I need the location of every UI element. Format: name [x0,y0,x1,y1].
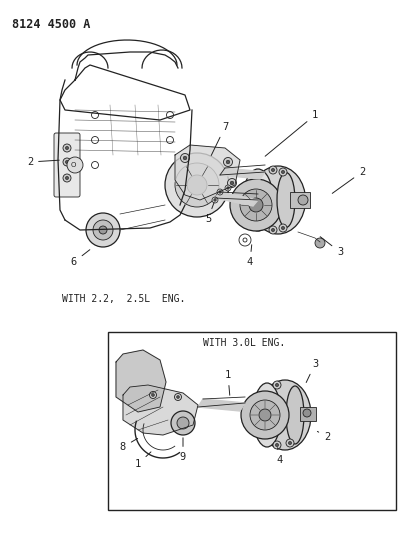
Circle shape [271,168,274,172]
Circle shape [213,199,216,201]
Circle shape [91,161,98,168]
Circle shape [302,409,310,417]
Polygon shape [123,385,198,435]
Circle shape [186,418,189,422]
Circle shape [281,227,284,230]
Circle shape [166,111,173,118]
Text: 1: 1 [224,370,231,395]
Ellipse shape [276,173,294,228]
Text: WITH 3.0L ENG.: WITH 3.0L ENG. [202,338,285,348]
Circle shape [229,179,281,231]
Circle shape [248,198,262,212]
Circle shape [63,144,71,152]
Text: 1: 1 [135,452,151,469]
Circle shape [63,174,71,182]
Circle shape [187,175,207,195]
Circle shape [268,226,276,234]
Circle shape [164,153,229,217]
Circle shape [91,136,98,143]
FancyBboxPatch shape [54,133,80,197]
Text: 5: 5 [204,203,213,224]
Text: O: O [70,162,76,168]
Circle shape [272,441,280,449]
Circle shape [288,441,291,445]
Polygon shape [220,168,264,179]
Text: 6: 6 [71,249,90,267]
Text: 8124 4500 A: 8124 4500 A [12,18,90,31]
Circle shape [243,238,246,242]
Circle shape [65,160,68,164]
Circle shape [226,187,229,189]
Circle shape [180,154,189,163]
Circle shape [67,157,83,173]
Circle shape [176,395,179,398]
Circle shape [275,383,278,386]
Text: 8: 8 [119,439,137,452]
Text: WITH 2.2,  2.5L  ENG.: WITH 2.2, 2.5L ENG. [62,294,185,304]
Circle shape [149,392,156,399]
Ellipse shape [258,380,310,450]
Circle shape [171,411,195,435]
Text: 3: 3 [306,359,317,383]
Text: 2: 2 [331,167,364,193]
Circle shape [99,226,107,234]
Text: 4: 4 [276,448,283,465]
Circle shape [297,195,307,205]
Circle shape [225,185,230,191]
Circle shape [211,197,218,203]
Ellipse shape [250,166,305,234]
Text: 3: 3 [319,237,342,257]
Circle shape [275,443,278,447]
Circle shape [226,160,229,164]
Ellipse shape [252,383,280,447]
Circle shape [239,189,271,221]
Circle shape [151,393,154,397]
Circle shape [65,147,68,150]
Bar [289,192,309,208]
Circle shape [65,176,68,180]
Text: 2: 2 [27,157,59,167]
Circle shape [166,136,173,143]
Polygon shape [214,192,257,206]
Circle shape [86,213,120,247]
Circle shape [63,158,71,166]
Circle shape [272,381,280,389]
Circle shape [278,224,286,232]
Circle shape [238,234,250,246]
Polygon shape [175,145,239,200]
Text: 1: 1 [265,110,317,156]
Circle shape [281,171,284,174]
Circle shape [278,168,286,176]
Polygon shape [116,350,166,412]
Circle shape [271,229,274,232]
Circle shape [183,156,187,160]
Circle shape [240,391,288,439]
Circle shape [285,439,293,447]
Bar [108,332,395,510]
Circle shape [314,238,324,248]
Circle shape [227,179,236,188]
Circle shape [249,400,279,430]
Circle shape [223,157,232,166]
Circle shape [184,416,191,424]
Circle shape [216,189,222,195]
Text: 4: 4 [246,245,252,267]
Bar [299,407,315,421]
Circle shape [177,417,189,429]
Circle shape [258,409,270,421]
Circle shape [91,111,98,118]
Circle shape [229,181,233,185]
Circle shape [175,163,218,207]
Text: 2: 2 [317,431,329,442]
Ellipse shape [243,169,272,231]
Circle shape [93,220,113,240]
Circle shape [218,191,221,193]
Circle shape [174,393,181,400]
Circle shape [268,166,276,174]
Polygon shape [198,399,245,411]
Text: 7: 7 [211,122,227,156]
Ellipse shape [285,386,303,444]
Text: 9: 9 [180,438,186,462]
